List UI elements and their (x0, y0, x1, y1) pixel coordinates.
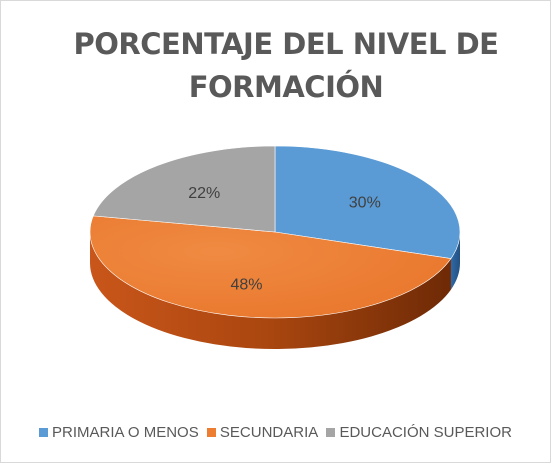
data-label-superior: 22% (188, 185, 220, 202)
pie-slice-secundaria (89, 215, 452, 319)
legend-swatch-secundaria (206, 428, 216, 437)
legend-label-primaria: PRIMARIA O MENOS (52, 424, 199, 441)
chart-title: PORCENTAJE DEL NIVEL DE FORMACIÓN (61, 23, 511, 109)
pie-slice-superior (92, 145, 276, 233)
data-labels: 30% 48% 22% (188, 185, 381, 293)
legend: PRIMARIA O MENOS SECUNDARIA EDUCACIÓN SU… (0, 424, 551, 441)
legend-item-secundaria: SECUNDARIA (206, 424, 319, 441)
legend-swatch-primaria (39, 428, 49, 437)
pie-slices (89, 145, 461, 319)
data-label-primaria: 30% (349, 195, 381, 212)
data-label-secundaria: 48% (230, 277, 262, 294)
chart-title-line-1: PORCENTAJE DEL NIVEL DE (73, 27, 499, 61)
legend-swatch-superior (326, 428, 336, 437)
legend-label-superior: EDUCACIÓN SUPERIOR (339, 424, 512, 441)
legend-item-primaria: PRIMARIA O MENOS (39, 424, 199, 441)
pie-slice-primaria (274, 145, 461, 259)
pie-side-secundaria (89, 232, 451, 350)
legend-item-superior: EDUCACIÓN SUPERIOR (326, 424, 512, 441)
chart-title-line-2: FORMACIÓN (188, 70, 384, 104)
legend-label-secundaria: SECUNDARIA (219, 424, 319, 441)
